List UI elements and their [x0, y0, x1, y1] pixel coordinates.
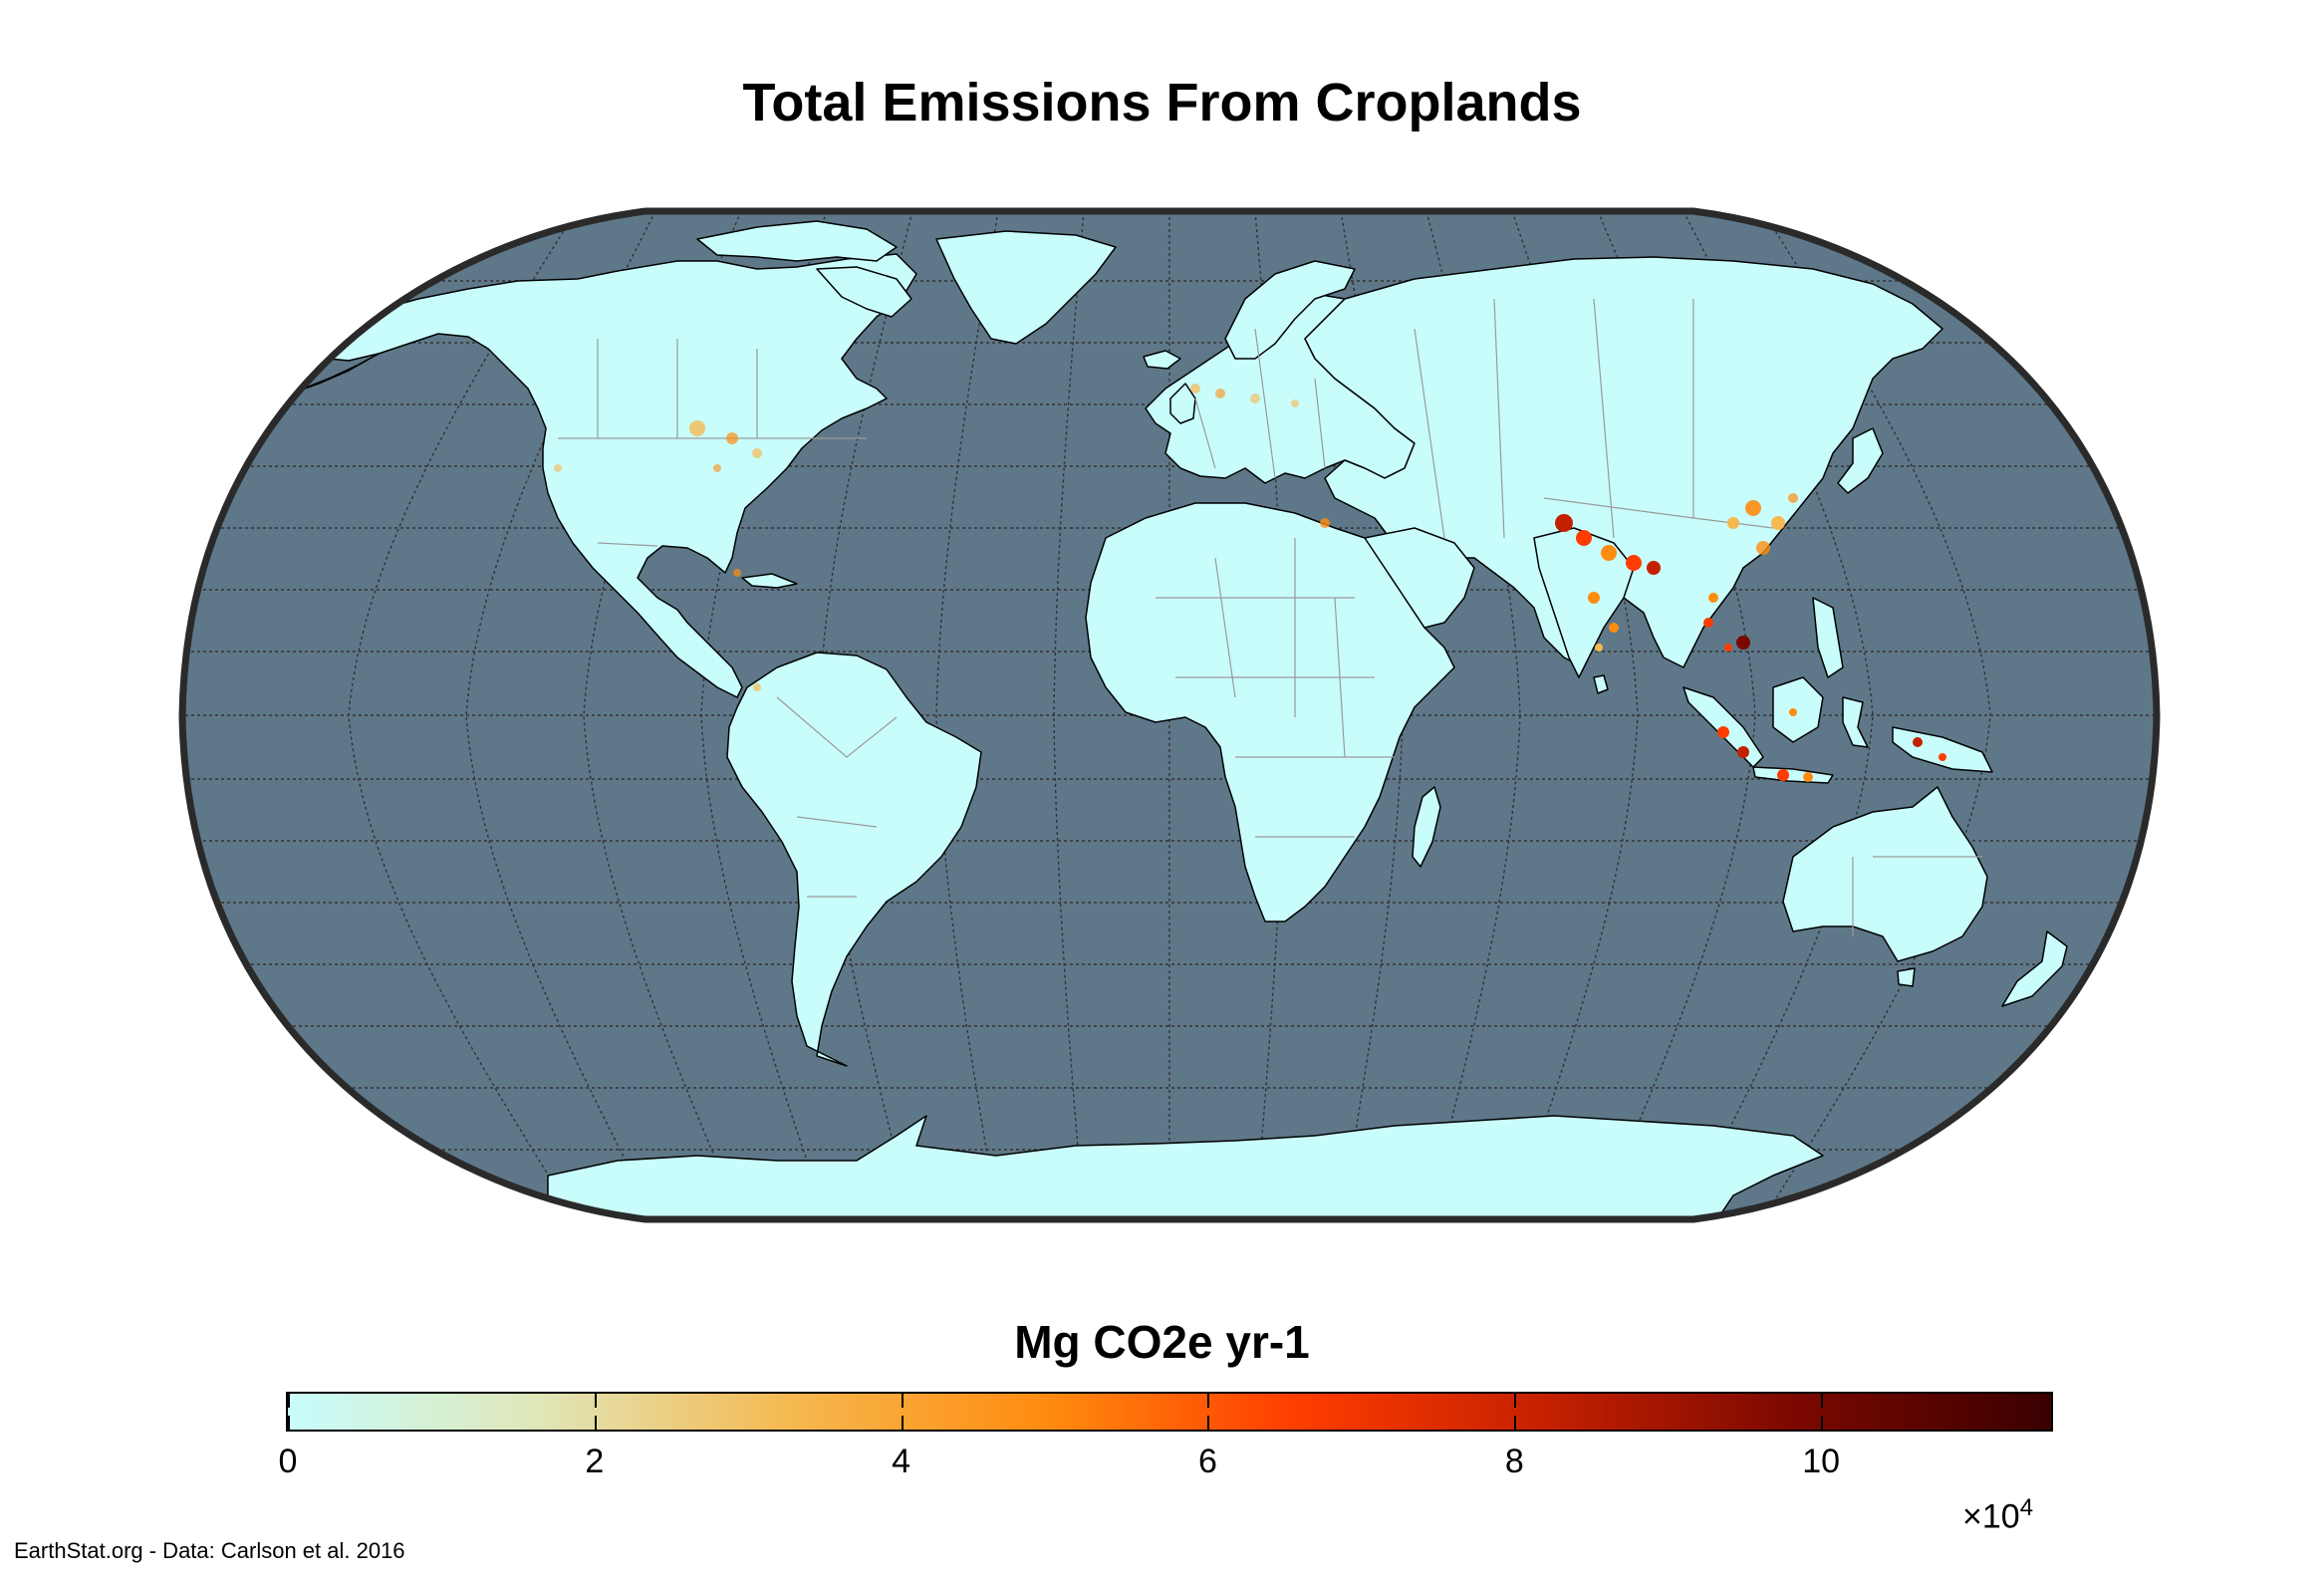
- colorbar-tick-label: 2: [585, 1443, 605, 1480]
- map-frame: [178, 207, 2161, 1223]
- colorbar-exponent: ×104: [1962, 1494, 2033, 1536]
- colorbar-tick-top: [901, 1394, 904, 1408]
- colorbar-tick: [1207, 1416, 1210, 1430]
- world-map: [178, 207, 2161, 1223]
- colorbar-tick-top: [1821, 1394, 1824, 1408]
- borneo: [1772, 676, 1824, 743]
- scandinavia: [1224, 260, 1356, 360]
- colorbar-tick-label: 4: [892, 1443, 911, 1480]
- colorbar-tick-label: 0: [278, 1443, 298, 1480]
- japan: [1837, 427, 1884, 494]
- colorbar-tick-label: 6: [1198, 1443, 1217, 1480]
- land-masses: [298, 220, 2068, 1219]
- south-america: [726, 652, 982, 1067]
- north-america: [328, 253, 917, 698]
- map-title: Total Emissions From Croplands: [742, 73, 1582, 132]
- colorbar-tick: [1514, 1416, 1517, 1430]
- colorbar-tick: [594, 1416, 597, 1430]
- colorbar-tick-top: [1514, 1394, 1517, 1408]
- colorbar-tick-top: [1207, 1394, 1210, 1408]
- colorbar-tick-top: [594, 1394, 597, 1408]
- sulawesi: [1842, 696, 1869, 748]
- madagascar: [1412, 786, 1441, 868]
- colorbar-tick-top: [288, 1394, 290, 1408]
- india: [1533, 527, 1635, 678]
- colorbar-tick-label: 10: [1802, 1443, 1841, 1480]
- java: [1752, 766, 1834, 784]
- exponent-base: ×10: [1962, 1497, 2020, 1536]
- colorbar: [286, 1392, 2053, 1432]
- baffin-island: [816, 266, 912, 318]
- colorbar-tick: [1821, 1416, 1824, 1430]
- british-isles: [1169, 383, 1196, 424]
- australia: [1782, 786, 1988, 962]
- arctic-islands: [696, 220, 898, 262]
- antarctica: [547, 1115, 1824, 1219]
- credit-line: EarthStat.org - Data: Carlson et al. 201…: [14, 1538, 405, 1563]
- colorbar-title: Mg CO2e yr-1: [1014, 1316, 1310, 1368]
- new-zealand: [2001, 930, 2068, 1007]
- country-borders: [558, 298, 1982, 936]
- emission-hotspots: [554, 384, 1946, 782]
- philippines: [1812, 597, 1844, 678]
- colorbar-tick-label: 8: [1504, 1443, 1524, 1480]
- caribbean: [741, 573, 798, 589]
- colorbar-tick: [288, 1416, 290, 1430]
- tasmania: [1897, 967, 1916, 987]
- colorbar-tick: [901, 1416, 904, 1430]
- arabia: [1364, 527, 1475, 629]
- iceland: [1143, 350, 1181, 370]
- sri-lanka: [1593, 674, 1609, 694]
- greenland: [935, 230, 1117, 345]
- exponent-power: 4: [2019, 1494, 2034, 1521]
